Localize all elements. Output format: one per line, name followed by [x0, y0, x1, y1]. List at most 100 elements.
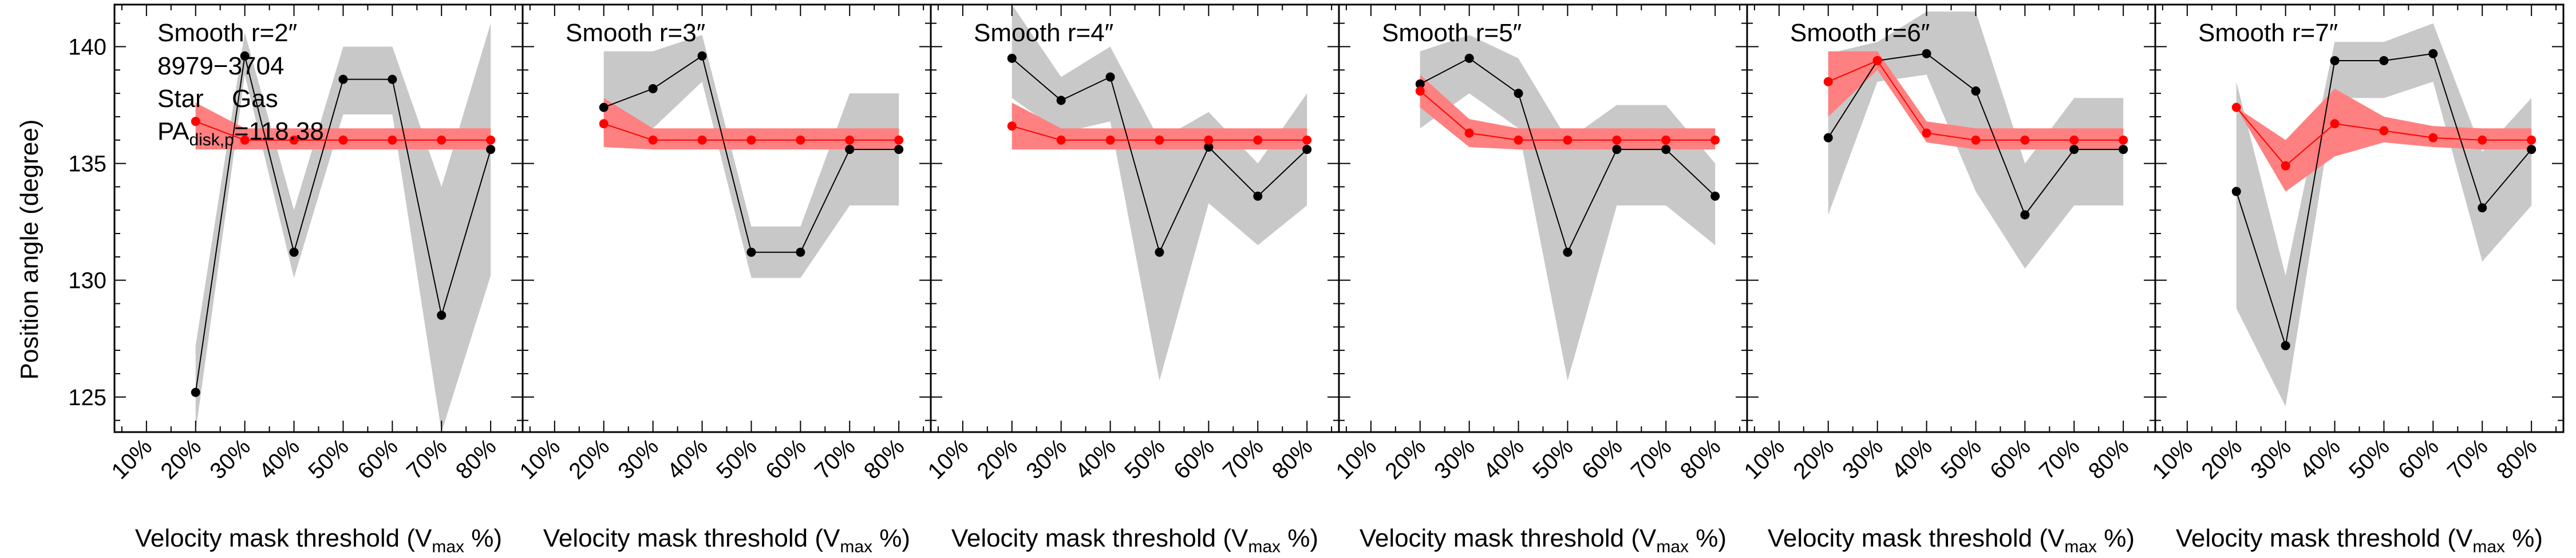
star-point — [1155, 247, 1164, 257]
star-uncertainty-band — [603, 35, 899, 278]
legend-pa: PAdisk,p=118.38 — [157, 117, 324, 149]
x-axis-label: Velocity mask threshold (Vmax %) — [135, 524, 502, 556]
gas-point — [2527, 135, 2537, 145]
panel-5: 10%20%30%40%50%60%70%80% Velocity mask th… — [1739, 3, 2156, 556]
x-tick-label: 30% — [613, 434, 663, 484]
star-point — [240, 51, 250, 61]
gas-point — [2478, 135, 2487, 145]
x-tick-label: 70% — [1218, 434, 1269, 484]
star-uncertainty-band — [1012, 5, 1307, 381]
gas-point — [1823, 77, 1833, 86]
gas-point — [2069, 135, 2079, 145]
x-tick-label: 60% — [353, 434, 403, 484]
gas-point — [2281, 161, 2290, 171]
star-point — [1661, 145, 1671, 155]
panel-6: 10%20%30%40%50%60%70%80% Velocity mask th… — [2147, 3, 2565, 556]
legend-galaxy-id: 8979−3704 — [157, 52, 284, 80]
x-tick-label: 50% — [1528, 434, 1578, 484]
panel-2: 10%20%30%40%50%60%70%80% Velocity mask th… — [515, 3, 932, 556]
y-tick-label: 130 — [68, 268, 106, 294]
panel-title: Smooth r=4″ — [974, 19, 1113, 47]
star-point — [1204, 143, 1214, 152]
star-uncertainty-band — [1420, 35, 1716, 381]
x-tick-label: 40% — [1070, 434, 1121, 484]
gas-point — [648, 135, 658, 145]
star-point — [2330, 56, 2340, 65]
gas-point — [2330, 119, 2340, 129]
panel-3: 10%20%30%40%50%60%70%80% Velocity mask th… — [923, 3, 1340, 556]
star-point — [1253, 191, 1263, 201]
gas-point — [2231, 102, 2241, 112]
x-tick-label: 20% — [2196, 434, 2247, 484]
x-tick-label: 20% — [156, 434, 206, 484]
gas-point — [746, 135, 756, 145]
gas-point — [1105, 135, 1115, 145]
x-tick-label: 80% — [451, 434, 501, 484]
gas-point — [2379, 126, 2389, 136]
panel-title: Smooth r=6″ — [1790, 19, 1930, 47]
x-tick-label: 70% — [402, 434, 452, 484]
x-axis-label: Velocity mask threshold (Vmax %) — [951, 524, 1318, 556]
x-tick-label: 60% — [761, 434, 811, 484]
star-point — [697, 51, 707, 61]
star-uncertainty-band — [195, 23, 491, 432]
x-tick-label: 20% — [1380, 434, 1431, 484]
panels: 125 130 135 140 10%20%30%40%50%60%70%80%Velo… — [68, 3, 2565, 556]
gas-point — [1612, 135, 1622, 145]
panel-title: Smooth r=7″ — [2198, 19, 2338, 47]
star-point — [599, 102, 609, 112]
x-axis-label: Velocity mask threshold (Vmax %) — [1768, 524, 2135, 556]
x-tick-label: 60% — [1169, 434, 1219, 484]
gas-point — [599, 119, 609, 129]
gas-point — [1661, 135, 1671, 145]
star-point — [2379, 56, 2389, 65]
x-tick-label: 70% — [2443, 434, 2493, 484]
star-point — [1302, 145, 1312, 155]
star-point — [2281, 341, 2290, 350]
star-point — [388, 74, 397, 84]
x-tick-label: 80% — [2084, 434, 2134, 484]
panel-title: Smooth r=2″ — [157, 19, 297, 47]
star-point — [1415, 79, 1425, 89]
star-point — [1971, 86, 1981, 96]
gas-point — [1563, 135, 1573, 145]
star-point — [191, 387, 200, 397]
star-point — [1007, 53, 1017, 63]
star-point — [746, 247, 756, 257]
y-tick-label: 140 — [68, 34, 106, 60]
gas-point — [796, 135, 805, 145]
gas-uncertainty-band — [2236, 89, 2532, 192]
star-point — [2020, 210, 2030, 220]
x-tick-label: 50% — [1120, 434, 1170, 484]
x-tick-label: 30% — [205, 434, 255, 484]
x-tick-label: 50% — [2344, 434, 2395, 484]
x-axis-label: Velocity mask threshold (Vmax %) — [543, 524, 910, 556]
x-tick-label: 60% — [1577, 434, 1627, 484]
star-point — [1056, 96, 1066, 105]
x-tick-label: 50% — [712, 434, 762, 484]
legend: 8979−3704 Star Gas PAdisk,p=118.38 — [157, 52, 324, 149]
gas-point — [1007, 121, 1017, 131]
x-tick-label: 80% — [1267, 434, 1318, 484]
x-tick-label: 70% — [810, 434, 860, 484]
plot-frame — [521, 3, 932, 433]
x-tick-label: 40% — [254, 434, 305, 484]
gas-point — [845, 135, 855, 145]
star-point — [796, 247, 805, 257]
star-point — [1514, 89, 1523, 98]
gas-point — [486, 135, 496, 145]
gas-point — [191, 117, 200, 126]
y-tick-label: 125 — [68, 385, 106, 410]
x-tick-label: 40% — [2295, 434, 2345, 484]
star-uncertainty-band — [2236, 23, 2532, 407]
y-tick-label: 135 — [68, 152, 106, 177]
x-tick-label: 40% — [1479, 434, 1529, 484]
star-point — [2119, 145, 2128, 155]
gas-point — [894, 135, 904, 145]
star-point — [1922, 49, 1931, 58]
x-axis-label: Velocity mask threshold (Vmax %) — [1360, 524, 1726, 556]
star-point — [2231, 187, 2241, 196]
gas-point — [2428, 133, 2438, 143]
gas-point — [2020, 135, 2030, 145]
